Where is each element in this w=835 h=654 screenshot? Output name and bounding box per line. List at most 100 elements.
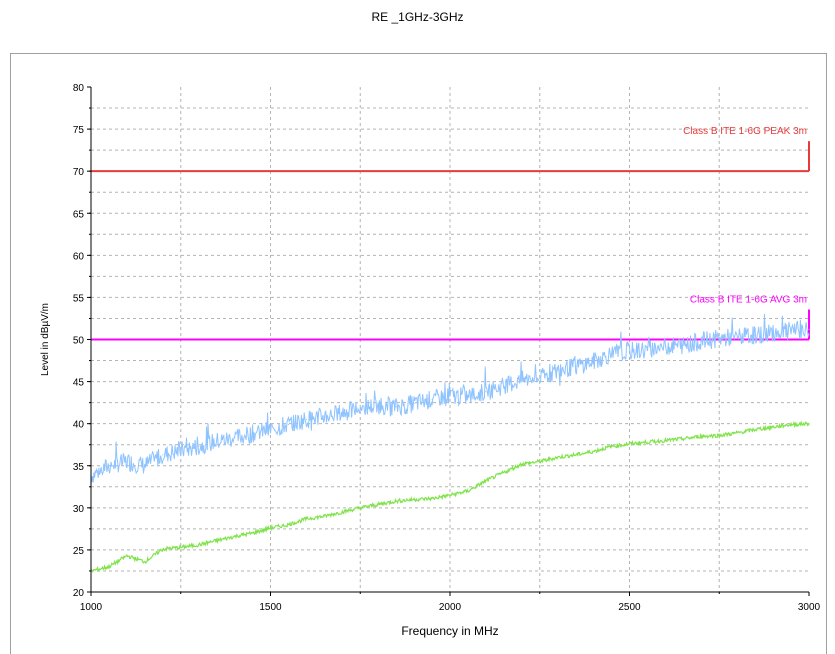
data-point [108, 566, 110, 568]
series-line-2 [90, 420, 810, 573]
limit-lines [91, 141, 810, 341]
y-tick-label: 55 [73, 293, 85, 304]
data-point [790, 330, 792, 332]
data-point [467, 396, 469, 398]
data-point [305, 518, 307, 520]
y-tick-label: 45 [73, 378, 85, 389]
data-point [359, 407, 361, 410]
x-tick-label: 2500 [618, 602, 641, 613]
x-tick-label: 1000 [80, 602, 103, 613]
y-axis-label: Level in dBµV/m [40, 303, 51, 376]
data-point [467, 490, 469, 492]
data-point [700, 340, 702, 342]
y-tick-label: 20 [73, 588, 85, 599]
data-point [503, 471, 505, 474]
data-point [198, 445, 200, 447]
data-point [431, 497, 433, 500]
data-point [682, 438, 684, 440]
data-point [754, 334, 756, 336]
data-point [682, 344, 684, 346]
x-tick-label: 3000 [798, 602, 821, 613]
data-point [323, 515, 325, 517]
y-tick-label: 80 [73, 83, 85, 94]
data-point [180, 450, 182, 452]
series-layer [90, 313, 810, 573]
y-tick-label: 50 [73, 336, 85, 347]
data-point [646, 349, 649, 351]
data-point [772, 426, 774, 428]
y-tick-label: 35 [73, 462, 85, 473]
data-point [521, 463, 523, 465]
data-point [126, 460, 128, 463]
data-point [503, 385, 505, 387]
data-point [736, 432, 738, 434]
data-point [610, 445, 613, 447]
axes [87, 86, 810, 596]
data-point [251, 433, 254, 435]
data-point [180, 546, 182, 548]
data-point [664, 439, 667, 442]
data-point [251, 532, 254, 534]
data-point [664, 345, 667, 347]
data-point [108, 465, 110, 467]
data-point [646, 441, 649, 443]
limit-line-label: Class B ITE 1-6G PEAK 3m [683, 126, 807, 137]
data-point [700, 435, 702, 437]
data-point [323, 415, 325, 417]
data-point [539, 377, 541, 379]
data-point [162, 548, 164, 550]
data-point [736, 336, 738, 338]
data-point [287, 423, 290, 426]
data-point [144, 465, 146, 467]
data-point [449, 494, 451, 496]
data-point [377, 404, 379, 406]
chart-panel: Class B ITE 1-6G PEAK 3m Class B ITE 1-6G… [10, 53, 827, 654]
data-point [557, 456, 559, 458]
data-point [341, 511, 343, 513]
y-tick-label: 75 [73, 125, 85, 136]
data-point [395, 500, 397, 502]
x-tick-label: 2000 [439, 602, 462, 613]
data-point [449, 395, 451, 397]
data-point [413, 402, 415, 405]
data-point [718, 338, 720, 340]
data-point [305, 418, 307, 421]
y-tick-label: 60 [73, 251, 85, 262]
data-point [198, 544, 200, 546]
y-tick-label: 25 [73, 546, 85, 557]
data-point [718, 434, 720, 437]
data-point [216, 540, 218, 542]
data-point [395, 406, 397, 408]
data-point [575, 454, 577, 456]
data-point [413, 498, 415, 501]
data-point [808, 328, 810, 330]
data-point [269, 428, 272, 431]
y-tick-label: 40 [73, 420, 85, 431]
data-point [126, 555, 128, 557]
limit-line-label: Class B ITE 1-6G AVG 3m [690, 295, 807, 306]
x-axis-label: Frequency in MHz [401, 624, 498, 638]
data-point [808, 423, 810, 425]
data-point [234, 535, 236, 538]
x-tick-label: 1500 [259, 602, 282, 613]
data-point [593, 360, 595, 362]
data-point [521, 379, 523, 381]
chart-title: RE _1GHz-3GHz [371, 10, 464, 24]
data-point [628, 350, 631, 352]
data-point [341, 412, 343, 414]
data-point [377, 503, 379, 506]
data-point [269, 527, 272, 529]
data-point [431, 398, 433, 400]
data-point [593, 450, 595, 453]
data-point [628, 443, 631, 445]
labels: Class B ITE 1-6G PEAK 3m Class B ITE 1-6G… [40, 83, 821, 638]
data-point [234, 437, 236, 439]
data-point [772, 332, 774, 334]
y-tick-label: 70 [73, 167, 85, 178]
data-point [539, 460, 541, 463]
data-point [575, 365, 577, 368]
data-point [485, 480, 487, 482]
data-point [162, 454, 164, 456]
data-point [144, 561, 146, 563]
data-point [610, 353, 613, 355]
